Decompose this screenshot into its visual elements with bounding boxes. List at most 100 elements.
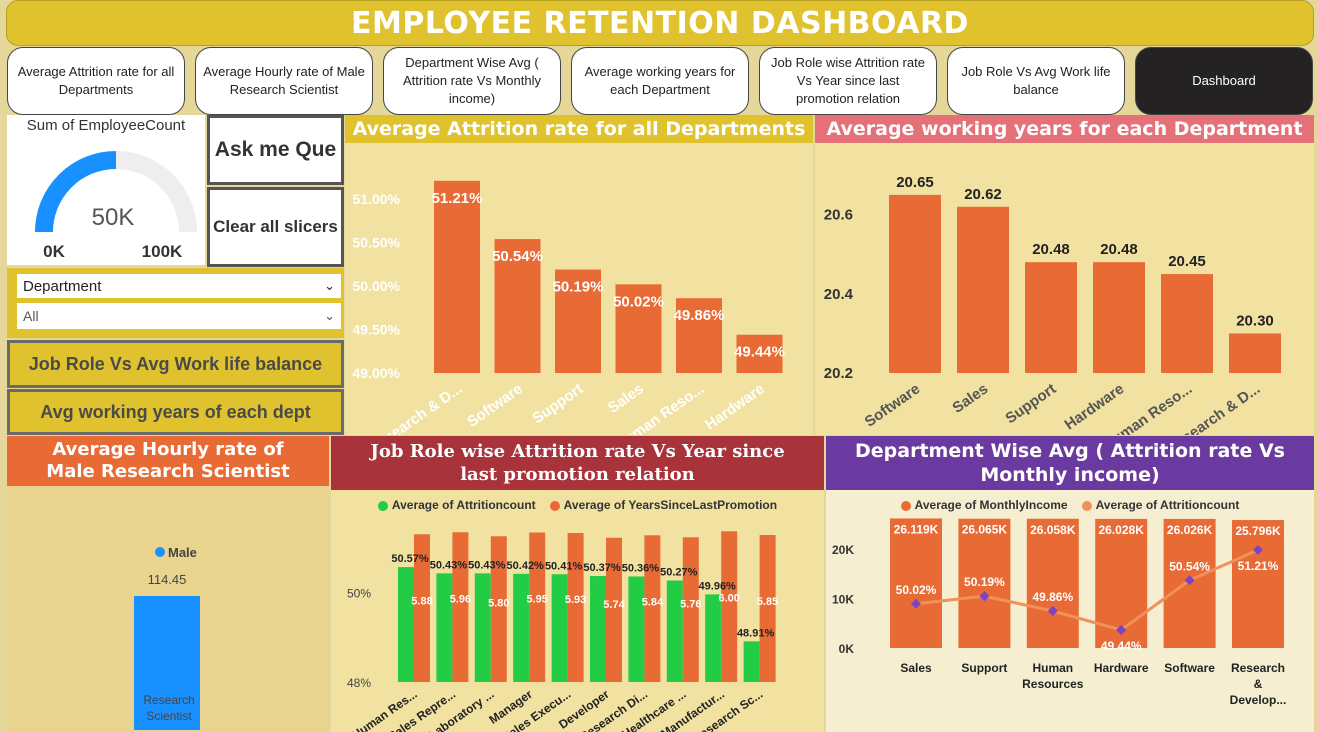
nav-worklife-button[interactable]: Job Role Vs Avg Work life balance	[947, 47, 1125, 115]
bar[interactable]	[1161, 274, 1213, 373]
data-label: 50.43%	[430, 559, 468, 571]
chart-title: Department Wise Avg ( Attrition rate Vs …	[826, 436, 1314, 490]
x-tick-label: Sales	[900, 661, 932, 675]
gauge-svg: 50K 0K 100K	[35, 151, 197, 261]
legend-item: Average of Attritioncount	[1081, 498, 1239, 512]
x-tick-label: Research & D...	[365, 380, 465, 435]
data-label: 5.95	[526, 594, 547, 606]
clear-slicers-button[interactable]: Clear all slicers	[207, 187, 344, 267]
bar-years[interactable]	[682, 537, 699, 682]
bar-attrition[interactable]	[705, 594, 722, 682]
working-years-svg: 20.6 20.4 20.2 20.65 Software 20.62 Sales 20.48…	[824, 174, 1281, 435]
gauge-min: 0K	[43, 242, 65, 259]
line-marker[interactable]	[1116, 625, 1127, 635]
nav-attrition-departments-button[interactable]: Average Attrition rate for all Departmen…	[7, 47, 185, 115]
y-tick-label: 20.2	[824, 365, 853, 382]
slicer-dropdown[interactable]: All ⌄	[17, 303, 341, 329]
line-marker[interactable]	[911, 598, 921, 609]
chart-title: Average working years for each Departmen…	[815, 115, 1314, 143]
bar[interactable]	[494, 239, 541, 373]
nav-hourly-rate-button[interactable]: Average Hourly rate of Male Research Sci…	[195, 47, 373, 115]
bar-years[interactable]	[606, 537, 622, 682]
bar-attrition[interactable]	[628, 576, 645, 682]
bar-attrition[interactable]	[590, 576, 606, 682]
nav-label: Average working years for each Departmen…	[584, 64, 736, 97]
bar[interactable]	[555, 269, 601, 373]
bar-years[interactable]	[452, 532, 469, 682]
line-marker[interactable]	[979, 591, 990, 602]
line-marker[interactable]	[1047, 606, 1058, 617]
worklife-balance-button[interactable]: Job Role Vs Avg Work life balance	[7, 340, 344, 388]
gauge-max: 100K	[142, 242, 183, 259]
data-label: 26.065K	[962, 523, 1008, 537]
nav-dept-income-button[interactable]: Department Wise Avg ( Attrition rate Vs …	[383, 47, 561, 115]
bar-attrition[interactable]	[436, 573, 453, 682]
slicer-value: All	[23, 308, 39, 324]
working-years-chart: Average working years for each Departmen…	[815, 115, 1314, 435]
bar-years[interactable]	[644, 535, 661, 682]
x-tick-label: Support	[529, 380, 586, 427]
chevron-down-icon: ⌄	[324, 278, 335, 293]
bar-years[interactable]	[490, 536, 507, 682]
bar-years[interactable]	[721, 531, 738, 682]
y-tick-label: 50%	[347, 587, 371, 601]
bar-income[interactable]	[958, 518, 1011, 648]
line-marker[interactable]	[1253, 545, 1263, 555]
bar[interactable]	[134, 596, 200, 730]
bar[interactable]	[1229, 333, 1281, 373]
data-label: 26.028K	[1099, 523, 1145, 537]
nav-jobrole-attrition-button[interactable]: Job Role wise Attrition rate Vs Year sin…	[759, 47, 937, 115]
chevron-down-icon: ⌄	[324, 308, 335, 323]
data-label: 51.21%	[1238, 559, 1279, 573]
bar-attrition[interactable]	[513, 573, 530, 682]
slicer-header[interactable]: Department ⌄	[17, 274, 341, 298]
bar-income[interactable]	[1026, 518, 1079, 648]
bar-income[interactable]	[890, 518, 942, 648]
data-label: 20.30	[1236, 312, 1274, 329]
x-tick-label: Support	[1002, 380, 1059, 427]
jobrole-attrition-chart: Job Role wise Attrition rate Vs Year sin…	[331, 436, 824, 732]
bar-income[interactable]	[1232, 520, 1284, 648]
data-label: 5.85	[757, 596, 778, 608]
data-label: 5.93	[565, 594, 586, 606]
bar[interactable]	[889, 194, 941, 373]
bar-attrition[interactable]	[743, 641, 760, 682]
working-years-button[interactable]: Avg working years of each dept	[7, 389, 344, 435]
bar[interactable]	[434, 180, 480, 373]
bar-years[interactable]	[567, 533, 584, 682]
bar-years[interactable]	[759, 535, 776, 682]
bar[interactable]	[957, 206, 1009, 373]
attrition-line	[915, 548, 1259, 632]
bar[interactable]	[615, 284, 662, 373]
ask-label: Ask me Que	[214, 138, 337, 161]
bar-years[interactable]	[529, 532, 546, 682]
bar[interactable]	[676, 298, 722, 373]
chart-title: Average Attrition rate for all Departmen…	[345, 115, 813, 143]
bar[interactable]	[1025, 262, 1077, 373]
data-label: 50.43%	[468, 559, 506, 571]
line-marker[interactable]	[1184, 575, 1195, 586]
bar-attrition[interactable]	[551, 574, 568, 682]
x-tick-label: Support	[961, 661, 1007, 675]
data-label: 50.41%	[545, 560, 583, 572]
data-label: 49.44%	[1101, 639, 1142, 653]
bar-years[interactable]	[414, 534, 430, 682]
workyears-label: Avg working years of each dept	[40, 401, 311, 422]
data-label: 6.00	[718, 592, 739, 604]
ask-me-question-button[interactable]: Ask me Que	[207, 115, 344, 185]
nav-working-years-button[interactable]: Average working years for each Departmen…	[571, 47, 749, 115]
bar[interactable]	[1093, 262, 1145, 373]
bar[interactable]	[736, 334, 783, 373]
bar-attrition[interactable]	[398, 567, 414, 682]
bar-attrition[interactable]	[474, 573, 491, 682]
bar-attrition[interactable]	[666, 580, 683, 682]
x-tick-label: Resources	[1022, 677, 1084, 691]
data-label: 5.88	[411, 595, 432, 607]
nav-dashboard-button[interactable]: Dashboard	[1135, 47, 1313, 115]
legend-label: Male	[168, 545, 197, 560]
data-label: 20.48	[1032, 241, 1070, 258]
data-label: 50.57%	[391, 553, 429, 565]
data-label: 5.80	[488, 597, 509, 609]
clear-label: Clear all slicers	[213, 217, 338, 236]
